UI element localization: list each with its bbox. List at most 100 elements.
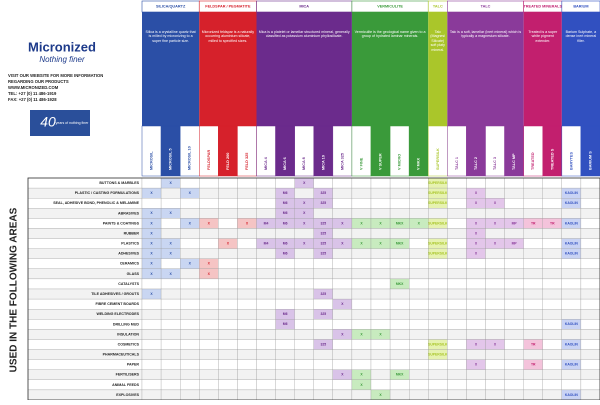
group-description: Treated is a super white pigment extende… (528, 30, 558, 43)
cell (542, 228, 562, 239)
cell-text: M6 (283, 241, 288, 245)
cell (409, 319, 429, 330)
column-header: TALC 2 (474, 157, 478, 170)
cell (332, 187, 353, 199)
cell (580, 238, 600, 249)
cell (485, 329, 505, 340)
cell (275, 288, 295, 300)
cell (561, 268, 582, 280)
cell (504, 349, 524, 360)
cell (332, 309, 353, 320)
cell (218, 208, 238, 219)
cell (351, 339, 372, 350)
cell-text: X (360, 383, 363, 387)
row-label: BUTTONS & MARBLES (99, 181, 139, 185)
cell (580, 359, 600, 370)
cell (466, 288, 486, 300)
cell-text: KAOLIN (565, 241, 579, 245)
cell (542, 208, 562, 219)
group-description-bg (256, 12, 352, 126)
cell (580, 208, 600, 219)
cell (428, 258, 448, 269)
cell-text: MKX (396, 282, 404, 286)
cell (332, 177, 353, 189)
cell-text: M6 (283, 201, 288, 205)
cell (504, 389, 524, 401)
column-header: FELD 200 (226, 153, 230, 170)
cell (218, 268, 238, 280)
cell-text: X (208, 221, 211, 225)
cell (332, 278, 353, 290)
cell-text: KAOLIN (565, 201, 579, 205)
cell (275, 329, 295, 340)
cell (141, 339, 162, 350)
cell (523, 319, 543, 330)
cell (237, 369, 257, 380)
cell (294, 298, 314, 310)
cell (485, 177, 505, 189)
cell (409, 389, 429, 401)
cell (237, 228, 257, 239)
cell (141, 278, 162, 290)
cell (428, 319, 448, 330)
cell-text: X (494, 241, 497, 245)
cell-text: X (189, 221, 192, 225)
cell-text: TR (550, 221, 555, 225)
cell (580, 278, 600, 290)
cell (332, 228, 353, 239)
cell (428, 288, 448, 300)
group-description-box: Micronized feldspar is a naturally occur… (202, 30, 254, 43)
cell (237, 309, 257, 320)
cell-text: X (169, 241, 172, 245)
cell (409, 278, 429, 290)
cell (447, 329, 467, 340)
row-label-bg (27, 359, 143, 370)
cell (466, 298, 486, 310)
cell (294, 248, 314, 259)
cell (218, 359, 238, 370)
cell (523, 298, 543, 310)
cell (180, 177, 200, 189)
cell (485, 248, 505, 259)
cell (237, 187, 257, 199)
cell (180, 228, 200, 239)
cell (409, 258, 429, 269)
cell (370, 369, 391, 380)
cell (389, 359, 410, 370)
cell (180, 208, 200, 219)
cell (523, 198, 543, 209)
cell (294, 228, 314, 239)
cell (409, 238, 429, 249)
cell (409, 268, 429, 280)
badge (30, 110, 90, 136)
cell (256, 379, 276, 391)
cell (409, 329, 429, 340)
cell (160, 218, 181, 229)
cell-text: X (475, 231, 478, 235)
cell (160, 369, 181, 380)
cell (256, 187, 276, 199)
cell (447, 228, 467, 239)
cell (332, 258, 353, 269)
cell (218, 258, 238, 269)
cell (199, 248, 219, 259)
row-label: EXPLOSIVES (116, 393, 139, 397)
cell (523, 208, 543, 219)
cell (351, 228, 372, 239)
row-label: TILE ADHESIVES / GROUTS (91, 292, 139, 296)
cell-text: 325 (320, 191, 326, 195)
cell (141, 319, 162, 330)
cell (523, 228, 543, 239)
cell (542, 177, 562, 189)
cell-text: X (246, 221, 249, 225)
cell (523, 177, 543, 189)
cell (332, 319, 353, 330)
cell (160, 319, 181, 330)
badge-text: years of nothing finer (56, 121, 90, 125)
cell (160, 298, 181, 310)
column-header-bg (580, 125, 600, 177)
info-line: WWW.MICRONIZED.COM (8, 85, 59, 90)
cell (409, 187, 429, 199)
cell-text: X (379, 332, 382, 336)
column-header: TREATED (531, 152, 535, 170)
